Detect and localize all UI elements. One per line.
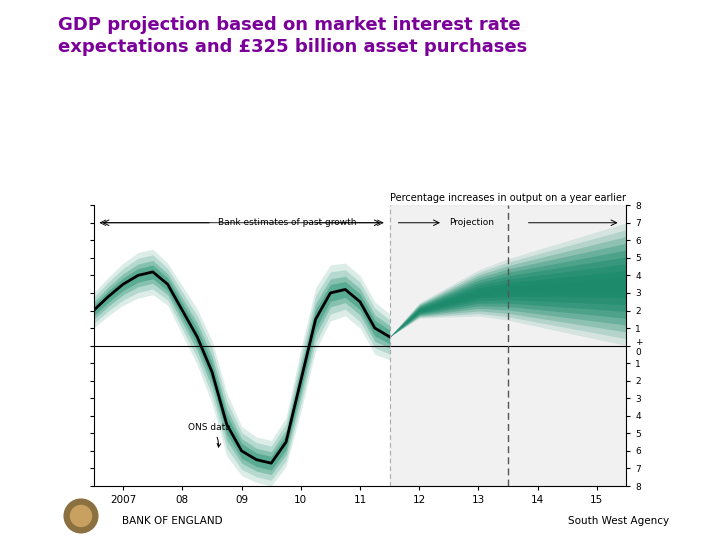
Circle shape xyxy=(71,505,91,526)
Text: Percentage increases in output on a year earlier: Percentage increases in output on a year… xyxy=(390,193,626,203)
Circle shape xyxy=(64,499,98,533)
Text: GDP projection based on market interest rate
expectations and £325 billion asset: GDP projection based on market interest … xyxy=(58,16,527,56)
Text: Projection: Projection xyxy=(449,218,494,227)
Text: ONS data: ONS data xyxy=(189,423,231,447)
Text: BANK OF ENGLAND: BANK OF ENGLAND xyxy=(122,516,223,526)
Text: South West Agency: South West Agency xyxy=(569,516,670,526)
Text: Bank estimates of past growth: Bank estimates of past growth xyxy=(218,218,356,227)
Bar xyxy=(390,205,626,486)
